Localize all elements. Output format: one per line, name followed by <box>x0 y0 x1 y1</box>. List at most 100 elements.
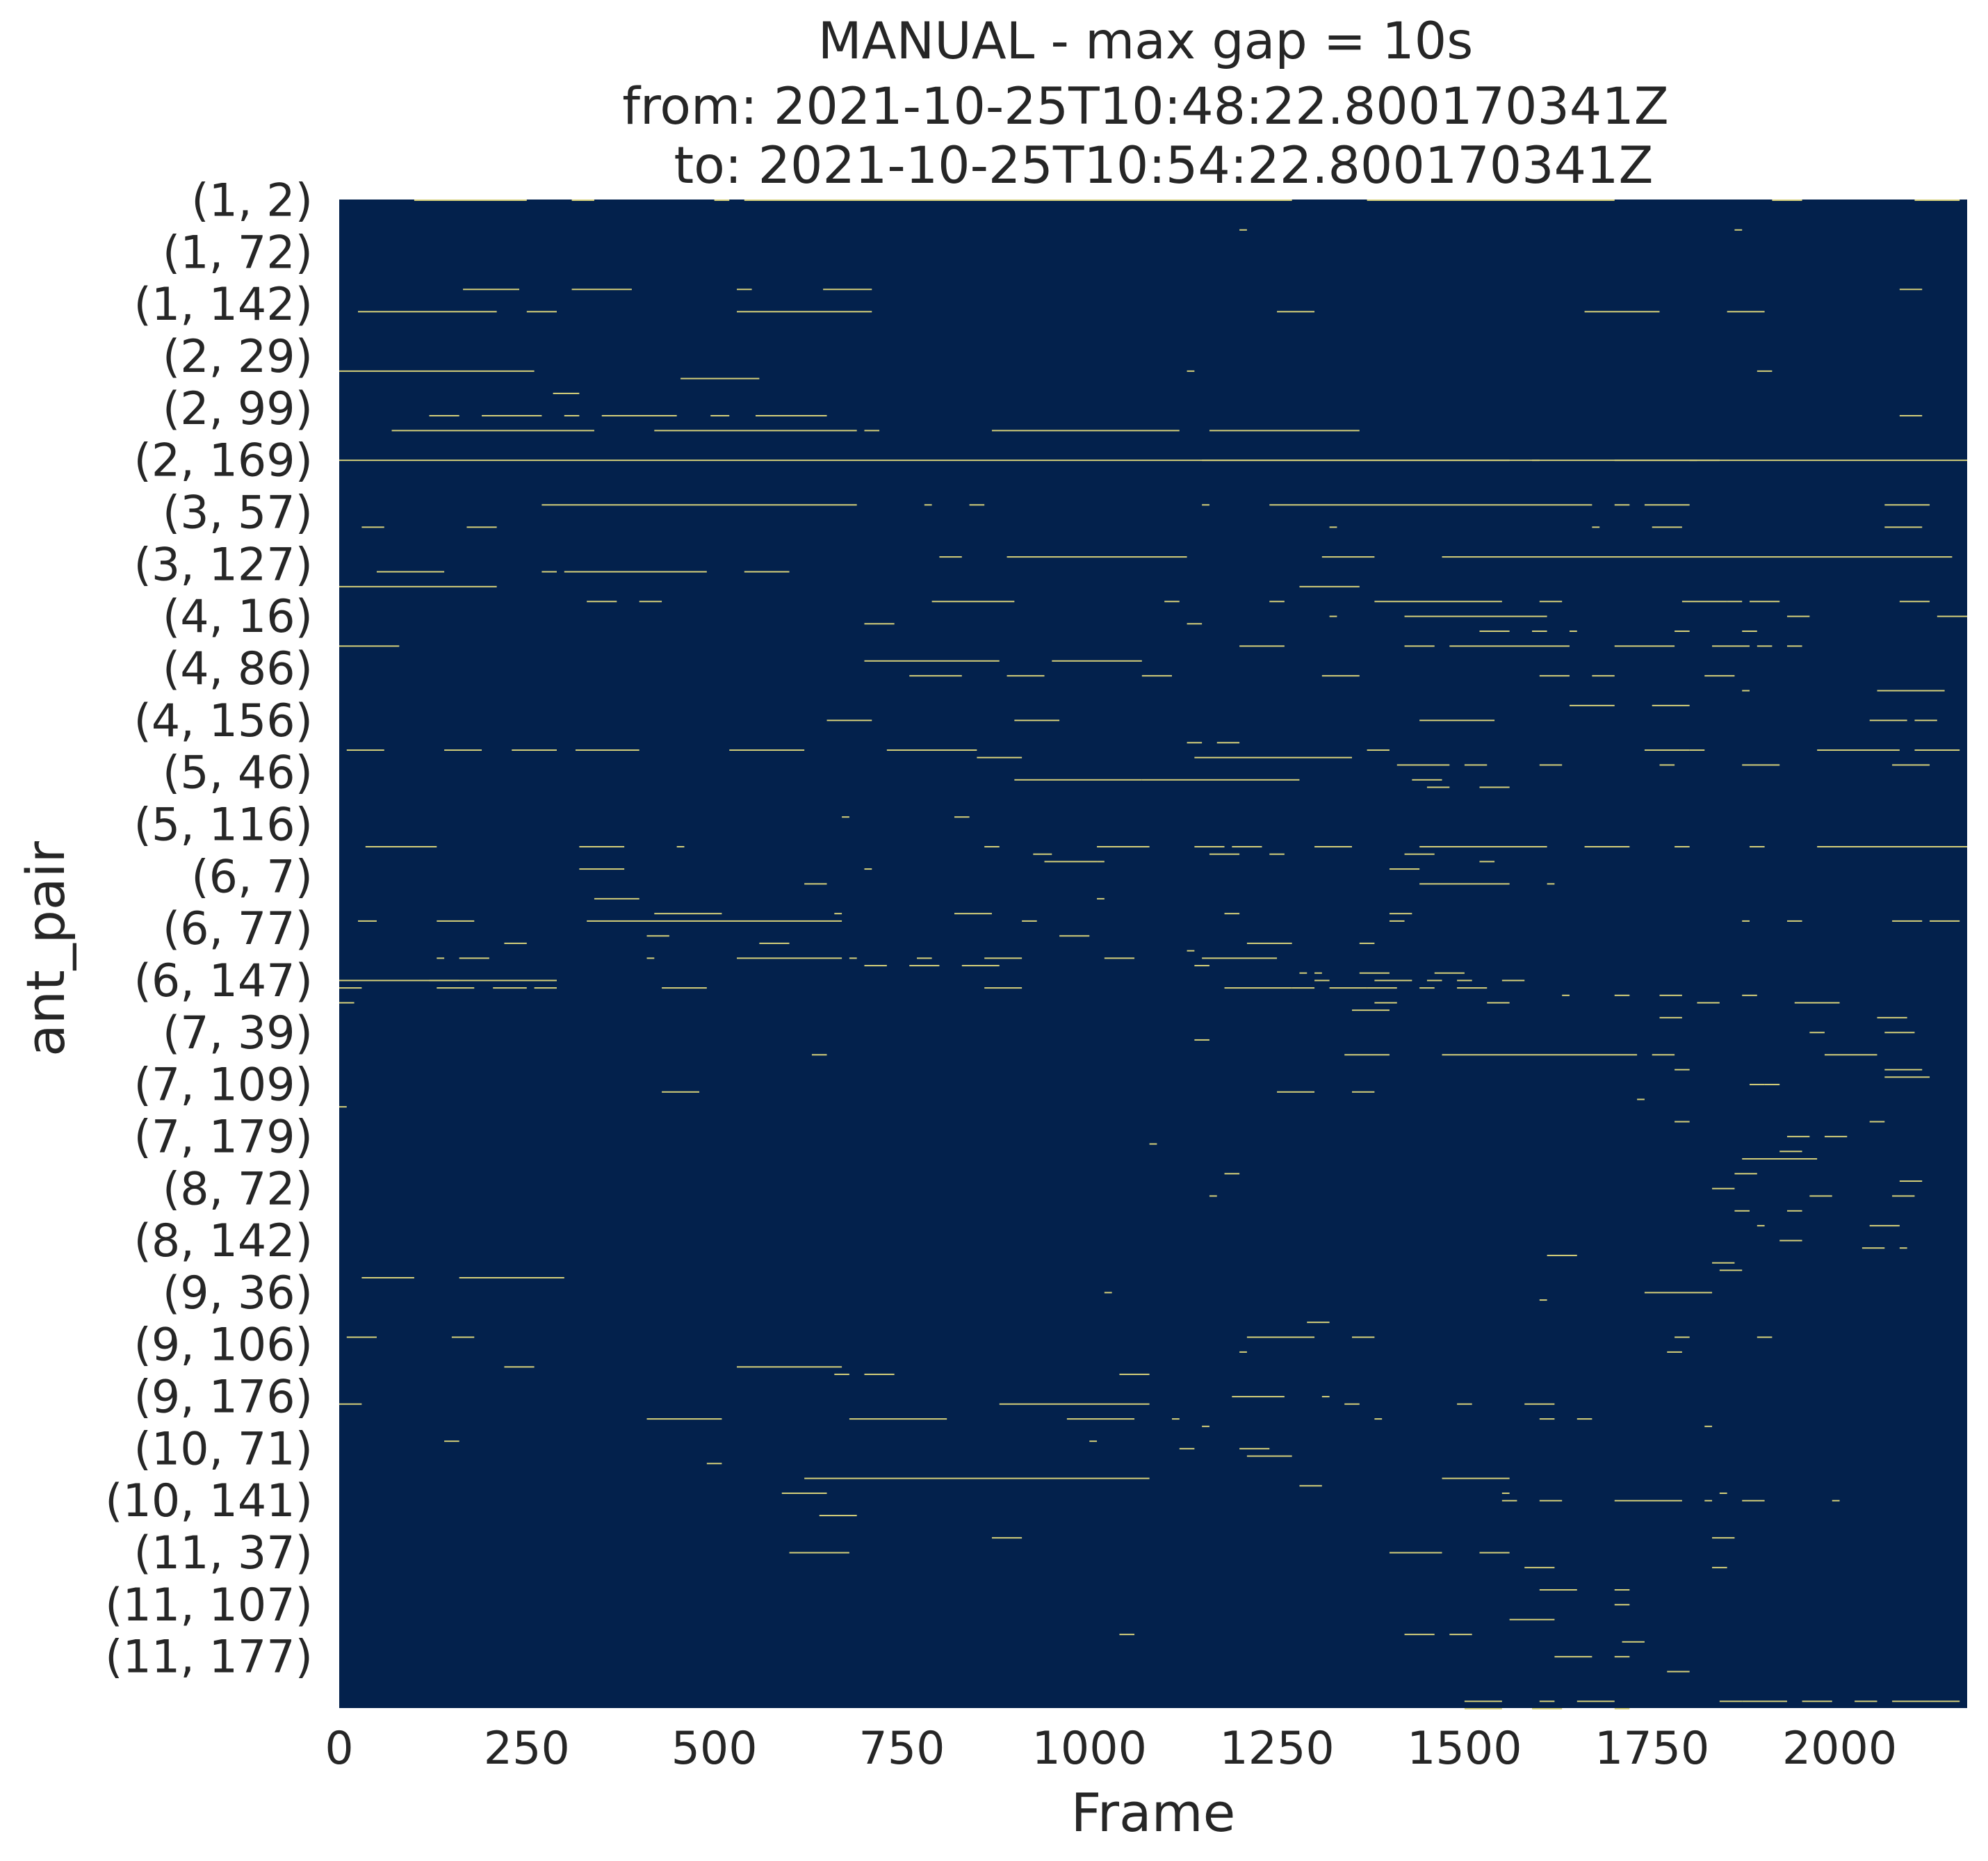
heatmap-interaction-segment <box>1539 1588 1577 1591</box>
heatmap-interaction-segment <box>1667 1351 1682 1353</box>
heatmap-interaction-segment <box>864 868 872 870</box>
heatmap-interaction-segment <box>1119 1373 1150 1375</box>
heatmap-interaction-segment <box>744 571 790 573</box>
heatmap-interaction-segment <box>1675 631 1690 632</box>
heatmap-interaction-segment <box>1539 1700 1555 1702</box>
heatmap-interaction-segment <box>1329 987 1367 989</box>
heatmap-interaction-segment <box>1562 994 1570 996</box>
heatmap-interaction-segment <box>1479 1552 1510 1554</box>
y-tick-label: (11, 37) <box>134 1527 313 1579</box>
heatmap-interaction-segment <box>1434 972 1465 974</box>
heatmap-interaction-segment <box>1321 675 1360 677</box>
heatmap-interaction-segment <box>391 430 594 432</box>
heatmap-interaction-segment <box>1576 1700 1615 1702</box>
heatmap-interaction-segment <box>553 392 580 394</box>
heatmap-interaction-segment <box>1487 1002 1510 1004</box>
heatmap-interaction-segment <box>1547 1254 1577 1256</box>
heatmap-interaction-segment <box>646 935 669 937</box>
heatmap-interaction-segment <box>1097 897 1105 900</box>
heatmap-interaction-segment <box>1367 987 1397 989</box>
heatmap-interaction-segment <box>1404 1634 1435 1636</box>
heatmap-interaction-segment <box>819 1515 857 1517</box>
heatmap-interaction-segment <box>1614 1604 1630 1606</box>
heatmap-interaction-segment <box>1442 1477 1510 1479</box>
heatmap-interaction-segment <box>864 430 880 432</box>
heatmap-interaction-segment <box>1299 972 1307 974</box>
heatmap-interaction-segment <box>1742 1157 1818 1160</box>
heatmap-interaction-segment <box>534 987 557 989</box>
heatmap-interaction-segment <box>1194 756 1353 758</box>
heatmap-interaction-segment <box>1824 1135 1848 1137</box>
heatmap-interaction-segment <box>339 1403 362 1405</box>
heatmap-interaction-segment <box>444 1440 459 1443</box>
heatmap-interaction-segment <box>1187 370 1195 372</box>
heatmap-interaction-segment <box>339 1106 347 1108</box>
heatmap-interaction-segment <box>909 675 962 677</box>
heatmap-interaction-segment <box>1772 200 1802 201</box>
heatmap-interaction-segment <box>1209 853 1240 855</box>
heatmap-interaction-segment <box>1089 1440 1098 1443</box>
heatmap-interaction-segment <box>1419 987 1435 989</box>
heatmap-interaction-segment <box>1899 1180 1923 1183</box>
heatmap-interaction-segment <box>729 749 805 751</box>
heatmap-interaction-segment <box>1614 460 1697 462</box>
heatmap-interaction-segment <box>1457 987 1488 989</box>
heatmap-interaction-segment <box>1704 1425 1713 1427</box>
heatmap-interaction-segment <box>1892 764 1930 766</box>
heatmap-interaction-segment <box>654 430 857 432</box>
heatmap-interaction-segment <box>1899 289 1923 291</box>
heatmap-interaction-segment <box>339 1002 355 1004</box>
heatmap-interaction-segment <box>654 913 722 915</box>
heatmap-interaction-segment <box>429 415 459 416</box>
heatmap-interaction-segment <box>984 987 1022 989</box>
heatmap-interaction-segment <box>1614 994 1630 996</box>
heatmap-interaction-segment <box>714 200 730 201</box>
heatmap-interaction-segment <box>759 942 790 944</box>
heatmap-interaction-segment <box>571 289 632 291</box>
heatmap-interaction-segment <box>1232 846 1262 847</box>
heatmap-interaction-segment <box>1509 1618 1555 1620</box>
heatmap-interaction-segment <box>1659 1016 1682 1018</box>
heatmap-interaction-segment <box>526 311 557 313</box>
heatmap-interaction-segment <box>1524 1566 1555 1568</box>
heatmap-interaction-segment <box>1292 987 1315 989</box>
heatmap-interaction-segment <box>1712 1262 1735 1264</box>
heatmap-interaction-segment <box>939 556 962 558</box>
heatmap-interaction-segment <box>1742 920 1750 922</box>
heatmap-interaction-segment <box>1937 615 1967 617</box>
heatmap-interaction-segment <box>1352 1091 1375 1093</box>
heatmap-interaction-segment <box>804 883 827 885</box>
heatmap-interaction-segment <box>864 965 887 967</box>
heatmap-interaction-segment <box>1614 504 1630 506</box>
heatmap-interaction-segment <box>1307 1322 1330 1324</box>
heatmap-interaction-segment <box>1899 601 1930 603</box>
heatmap-interaction-segment <box>1824 1054 1877 1056</box>
heatmap-interaction-segment <box>1374 1002 1397 1004</box>
y-tick-label: (4, 156) <box>134 695 313 747</box>
y-tick-label: (9, 36) <box>163 1267 313 1319</box>
heatmap-interaction-segment <box>1750 601 1780 603</box>
heatmap-interaction-segment <box>1352 1009 1390 1011</box>
heatmap-interaction-segment <box>1884 1068 1923 1071</box>
heatmap-interaction-segment <box>954 816 970 818</box>
y-tick-label: (3, 57) <box>163 487 313 539</box>
heatmap-interaction-segment <box>459 957 489 959</box>
y-tick-label: (10, 71) <box>134 1423 313 1475</box>
heatmap-interaction-segment <box>414 200 527 201</box>
heatmap-interaction-segment <box>1404 853 1435 855</box>
heatmap-interaction-segment <box>1892 1195 1915 1197</box>
heatmap-interaction-segment <box>1712 1566 1727 1568</box>
heatmap-interaction-segment <box>864 660 1000 662</box>
heatmap-interaction-segment <box>451 1336 475 1338</box>
heatmap-interaction-segment <box>1007 675 1045 677</box>
heatmap-interaction-segment <box>1014 720 1060 722</box>
heatmap-interaction-segment <box>1817 846 1967 847</box>
heatmap-interaction-segment <box>1501 1500 1517 1502</box>
heatmap-interaction-segment <box>1742 631 1757 632</box>
heatmap-interaction-segment <box>1877 690 1945 692</box>
y-axis-label: ant_pair <box>15 840 76 1056</box>
heatmap-interaction-segment <box>1659 764 1675 766</box>
y-tick-label: (2, 169) <box>134 435 313 487</box>
heatmap-interaction-segment <box>1899 1247 1907 1249</box>
heatmap-interaction-segment <box>1734 1173 1757 1175</box>
